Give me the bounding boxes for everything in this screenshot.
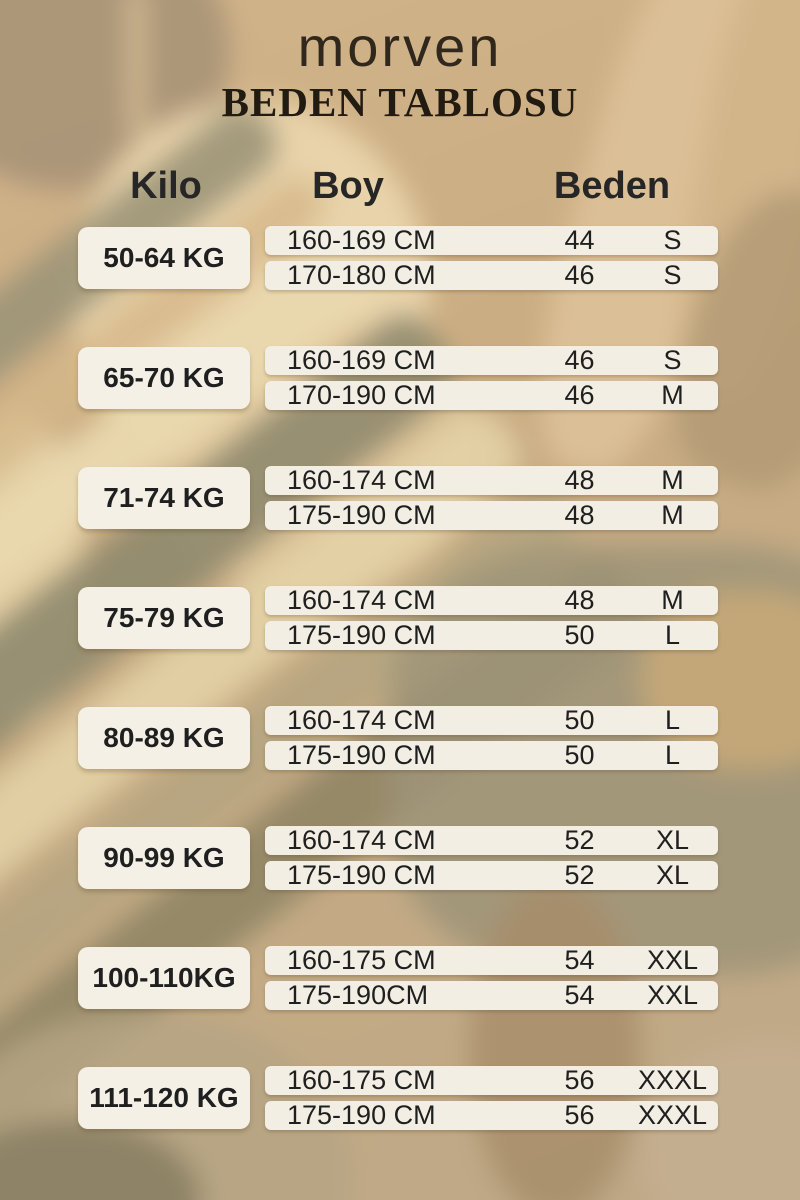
height-range-cell: 175-190 CM — [287, 860, 436, 890]
size-group-rows: 160-174 CM 52 XL 175-190 CM 52 XL — [265, 825, 718, 896]
column-header-beden: Beden — [553, 165, 671, 207]
size-group-rows: 160-169 CM 46 S 170-190 CM 46 M — [265, 345, 718, 416]
height-range-cell: 160-175 CM — [287, 945, 436, 975]
height-range-cell: 160-174 CM — [287, 585, 436, 615]
height-range-cell: 170-190 CM — [287, 380, 436, 410]
size-group: 80-89 KG 160-174 CM 50 L 175-190 CM 50 L — [0, 705, 800, 770]
size-group-rows: 160-174 CM 48 M 175-190 CM 48 M — [265, 465, 718, 536]
size-group: 65-70 KG 160-169 CM 46 S 170-190 CM 46 M — [0, 345, 800, 410]
size-letter-cell: S — [663, 225, 682, 255]
size-number-cell: 50 — [564, 740, 595, 770]
size-letter-cell: L — [664, 705, 681, 735]
size-number-cell: 44 — [564, 225, 595, 255]
size-group: 50-64 KG 160-169 CM 44 S 170-180 CM 46 S — [0, 225, 800, 290]
weight-range-label: 90-99 KG — [78, 827, 250, 889]
size-group-rows: 160-174 CM 50 L 175-190 CM 50 L — [265, 705, 718, 776]
height-range-cell: 160-174 CM — [287, 465, 436, 495]
size-group-rows: 160-169 CM 44 S 170-180 CM 46 S — [265, 225, 718, 296]
size-number-cell: 52 — [564, 825, 595, 855]
size-number-cell: 56 — [564, 1065, 595, 1095]
height-range-cell: 160-174 CM — [287, 825, 436, 855]
column-header-kilo: Kilo — [130, 165, 202, 207]
size-letter-cell: M — [661, 465, 684, 495]
table-row: 175-190 CM 48 M — [265, 500, 718, 530]
table-row: 175-190 CM 50 L — [265, 740, 718, 770]
height-range-cell: 175-190 CM — [287, 620, 436, 650]
table-row: 160-174 CM 52 XL — [265, 825, 718, 855]
size-group-rows: 160-174 CM 48 M 175-190 CM 50 L — [265, 585, 718, 656]
size-letter-cell: S — [663, 260, 682, 290]
background-hanger-stem-shape — [128, 0, 145, 135]
size-letter-cell: XL — [655, 825, 690, 855]
table-row: 160-169 CM 44 S — [265, 225, 718, 255]
size-group: 100-110KG 160-175 CM 54 XXL 175-190CM 54… — [0, 945, 800, 1010]
table-row: 160-169 CM 46 S — [265, 345, 718, 375]
table-row: 160-175 CM 54 XXL — [265, 945, 718, 975]
size-number-cell: 52 — [564, 860, 595, 890]
size-group: 111-120 KG 160-175 CM 56 XXXL 175-190 CM… — [0, 1065, 800, 1130]
table-row: 160-174 CM 48 M — [265, 465, 718, 495]
weight-range-label: 50-64 KG — [78, 227, 250, 289]
height-range-cell: 160-169 CM — [287, 225, 436, 255]
size-letter-cell: M — [661, 500, 684, 530]
size-number-cell: 46 — [564, 260, 595, 290]
size-letter-cell: M — [661, 585, 684, 615]
table-row: 160-174 CM 48 M — [265, 585, 718, 615]
height-range-cell: 160-169 CM — [287, 345, 436, 375]
height-range-cell: 160-175 CM — [287, 1065, 436, 1095]
size-group: 75-79 KG 160-174 CM 48 M 175-190 CM 50 L — [0, 585, 800, 650]
size-number-cell: 54 — [564, 945, 595, 975]
table-row: 160-175 CM 56 XXXL — [265, 1065, 718, 1095]
size-number-cell: 50 — [564, 620, 595, 650]
weight-range-label: 80-89 KG — [78, 707, 250, 769]
weight-range-label: 75-79 KG — [78, 587, 250, 649]
table-row: 175-190 CM 50 L — [265, 620, 718, 650]
background-vertical-band — [470, 880, 640, 1200]
background-tan-patch — [640, 590, 800, 770]
size-group: 90-99 KG 160-174 CM 52 XL 175-190 CM 52 … — [0, 825, 800, 890]
size-group-rows: 160-175 CM 54 XXL 175-190CM 54 XXL — [265, 945, 718, 1016]
size-group-rows: 160-175 CM 56 XXXL 175-190 CM 56 XXXL — [265, 1065, 718, 1136]
size-letter-cell: XXXL — [637, 1100, 708, 1130]
height-range-cell: 175-190 CM — [287, 740, 436, 770]
table-row: 175-190CM 54 XXL — [265, 980, 718, 1010]
size-letter-cell: XXXL — [637, 1065, 708, 1095]
height-range-cell: 160-174 CM — [287, 705, 436, 735]
size-number-cell: 50 — [564, 705, 595, 735]
size-letter-cell: M — [661, 380, 684, 410]
size-number-cell: 46 — [564, 380, 595, 410]
height-range-cell: 175-190 CM — [287, 500, 436, 530]
table-row: 175-190 CM 52 XL — [265, 860, 718, 890]
table-row: 170-180 CM 46 S — [265, 260, 718, 290]
size-letter-cell: L — [664, 740, 681, 770]
size-letter-cell: S — [663, 345, 682, 375]
weight-range-label: 111-120 KG — [78, 1067, 250, 1129]
height-range-cell: 170-180 CM — [287, 260, 436, 290]
size-letter-cell: L — [664, 620, 681, 650]
table-row: 175-190 CM 56 XXXL — [265, 1100, 718, 1130]
column-header-boy: Boy — [312, 165, 384, 207]
brand-title: morven — [297, 15, 503, 78]
size-number-cell: 48 — [564, 500, 595, 530]
size-group: 71-74 KG 160-174 CM 48 M 175-190 CM 48 M — [0, 465, 800, 530]
weight-range-label: 71-74 KG — [78, 467, 250, 529]
weight-range-label: 65-70 KG — [78, 347, 250, 409]
height-range-cell: 175-190 CM — [287, 1100, 436, 1130]
size-letter-cell: XXL — [646, 980, 699, 1010]
table-row: 170-190 CM 46 M — [265, 380, 718, 410]
height-range-cell: 175-190CM — [287, 980, 429, 1010]
size-letter-cell: XL — [655, 860, 690, 890]
page-subtitle: BEDEN TABLOSU — [221, 79, 579, 125]
size-number-cell: 54 — [564, 980, 595, 1010]
table-row: 160-174 CM 50 L — [265, 705, 718, 735]
weight-range-label: 100-110KG — [78, 947, 250, 1009]
size-number-cell: 48 — [564, 585, 595, 615]
size-number-cell: 48 — [564, 465, 595, 495]
size-number-cell: 56 — [564, 1100, 595, 1130]
size-number-cell: 46 — [564, 345, 595, 375]
size-letter-cell: XXL — [646, 945, 699, 975]
